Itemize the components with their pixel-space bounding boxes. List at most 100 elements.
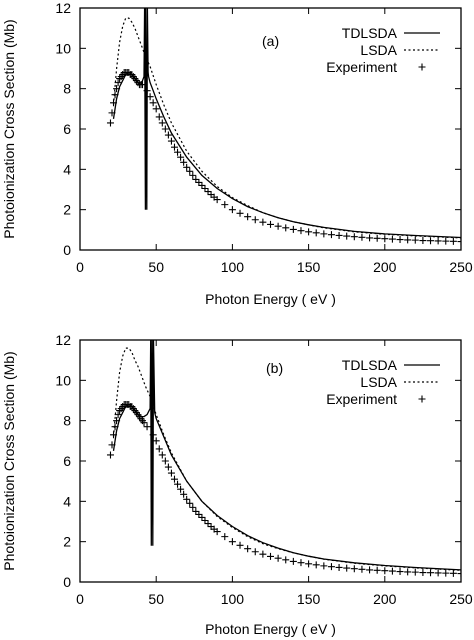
y-tick-label: 10: [55, 40, 71, 56]
experiment-point: [140, 419, 148, 427]
y-tick-label: 12: [55, 0, 71, 16]
experiment-point: [204, 188, 212, 196]
experiment-point: [113, 417, 121, 425]
lsda-line: [112, 17, 461, 239]
y-tick-label: 10: [55, 372, 71, 388]
x-axis-label: Photon Energy ( eV ): [205, 621, 336, 637]
experiment-point: [170, 475, 178, 483]
experiment-point: [106, 451, 114, 459]
x-axis-label: Photon Energy ( eV ): [205, 291, 336, 307]
experiment-point: [183, 163, 191, 171]
plot-area: [106, 8, 461, 246]
experiment-point: [449, 237, 457, 245]
experiment-point: [186, 499, 194, 507]
experiment-point: [358, 233, 366, 241]
experiment-point: [404, 236, 412, 244]
experiment-point: [388, 567, 396, 575]
experiment-point: [411, 236, 419, 244]
experiment-point: [297, 559, 305, 567]
experiment-point: [419, 569, 427, 577]
experiment-point: [350, 233, 358, 241]
experiment-point: [192, 507, 200, 515]
y-tick-label: 4: [63, 493, 71, 509]
experiment-point: [404, 568, 412, 576]
legend-marker-experiment: [418, 63, 426, 71]
legend-label: TDLSDA: [342, 357, 398, 373]
experiment-point: [259, 550, 267, 558]
experiment-point: [327, 231, 335, 239]
y-axis-label: Photoionization Cross Section (Mb): [1, 351, 17, 570]
x-tick-label: 100: [221, 591, 245, 607]
experiment-point: [201, 184, 209, 192]
experiment-point: [174, 480, 182, 488]
experiment-point: [244, 545, 252, 553]
experiment-point: [110, 431, 118, 439]
experiment-point: [201, 516, 209, 524]
experiment-point: [177, 485, 185, 493]
experiment-point: [221, 201, 229, 209]
experiment-point: [457, 570, 461, 578]
experiment-point: [236, 209, 244, 217]
legend-label: LSDA: [360, 374, 397, 390]
panel-b: 0 2 4 6 8 10 12 0 50 100 150 200 250 Photon Energy ( …: [1, 332, 473, 637]
experiment-point: [110, 99, 118, 107]
experiment-point: [113, 85, 121, 93]
plot-area: [106, 340, 461, 578]
x-tick-label: 250: [449, 259, 473, 275]
x-tick-label: 0: [76, 591, 84, 607]
experiment-point: [155, 445, 163, 453]
experiment-point: [221, 533, 229, 541]
experiment-point: [411, 568, 419, 576]
experiment-point: [158, 451, 166, 459]
y-tick-label: 4: [63, 161, 71, 177]
experiment-point: [195, 510, 203, 518]
x-tick-label: 200: [373, 591, 397, 607]
experiment-point: [146, 93, 154, 101]
experiment-point: [111, 423, 119, 431]
experiment-point: [167, 469, 175, 477]
panel-a: 0 2 4 6 8 10 12 0 50 100 150 200 250 Photon Energy ( …: [1, 0, 473, 307]
experiment-point: [358, 565, 366, 573]
experiment-point: [186, 167, 194, 175]
experiment-point: [198, 513, 206, 521]
experiment-point: [297, 227, 305, 235]
experiment-point: [108, 441, 116, 449]
experiment-point: [457, 238, 461, 246]
experiment-point: [442, 237, 450, 245]
experiment-point: [320, 562, 328, 570]
experiment-point: [449, 569, 457, 577]
experiment-point: [143, 87, 151, 95]
y-tick-label: 8: [63, 413, 71, 429]
experiment-point: [335, 231, 343, 239]
y-tick-label: 2: [63, 534, 71, 550]
y-tick-label: 8: [63, 81, 71, 97]
experiment-point: [427, 237, 435, 245]
experiment-point: [396, 236, 404, 244]
experiment-point: [106, 119, 114, 127]
experiment-point: [381, 567, 389, 575]
experiment-point: [251, 216, 259, 224]
experiment-point: [213, 528, 221, 536]
experiment-point: [343, 232, 351, 240]
experiment-point: [327, 563, 335, 571]
experiment-point: [183, 495, 191, 503]
experiment-point: [289, 225, 297, 233]
x-tick-label: 150: [297, 259, 321, 275]
experiment-point: [335, 563, 343, 571]
experiment-point: [149, 431, 157, 439]
experiment-point: [289, 557, 297, 565]
experiment-point: [170, 143, 178, 151]
experiment-point: [161, 125, 169, 133]
experiment-point: [442, 569, 450, 577]
lsda-line: [112, 347, 461, 571]
experiment-point: [195, 178, 203, 186]
experiment-point: [164, 131, 172, 139]
experiment-point: [192, 175, 200, 183]
experiment-point: [388, 235, 396, 243]
experiment-point: [366, 566, 374, 574]
experiment-point: [228, 538, 236, 546]
experiment-point: [274, 554, 282, 562]
experiment-point: [267, 220, 274, 228]
experiment-point: [189, 171, 197, 179]
experiment-point: [427, 569, 435, 577]
